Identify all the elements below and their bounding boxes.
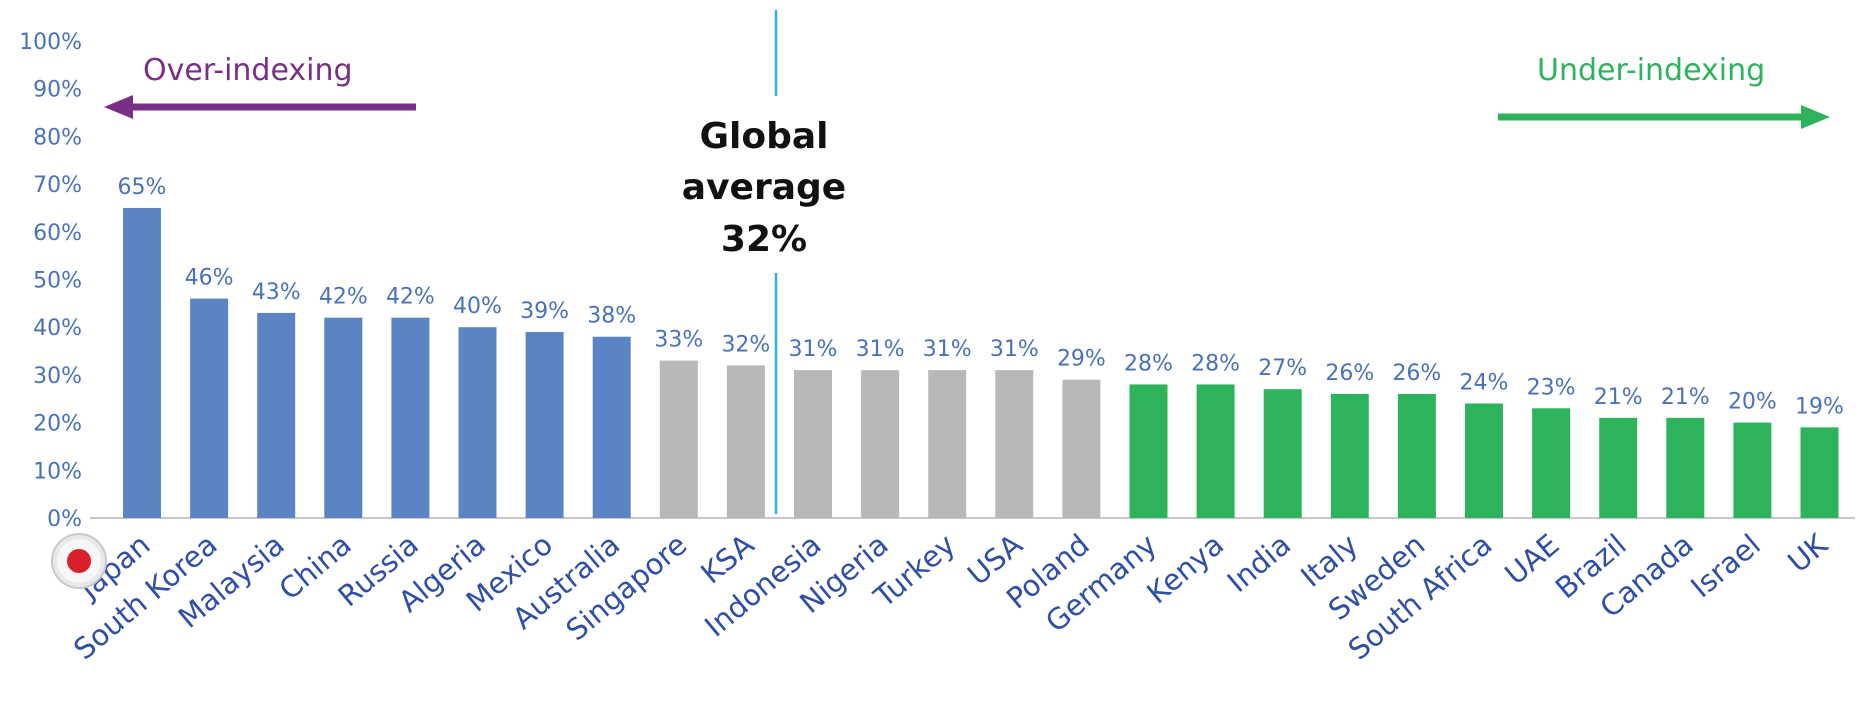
value-label: 31% — [990, 337, 1039, 362]
y-tick-label: 70% — [33, 173, 82, 198]
category-label: UK — [1781, 527, 1834, 580]
bar-singapore — [659, 360, 698, 518]
bar-indonesia — [794, 370, 832, 518]
under-indexing-label: Under-indexing — [1537, 53, 1765, 88]
bar-nigeria — [861, 370, 900, 518]
category-label: Kenya — [1140, 527, 1230, 610]
value-label: 33% — [654, 328, 703, 353]
value-label: 21% — [1594, 385, 1643, 410]
average-label-line-2: average — [682, 167, 846, 208]
category-label: Israel — [1684, 527, 1767, 604]
value-label: 29% — [1057, 347, 1106, 372]
y-tick-label: 30% — [33, 364, 82, 389]
value-labels: 65% 46% 43% 42% 42% 40% 39% 38% 33% 32% 31% 31% 31% 3… — [118, 175, 1844, 419]
bar-uk — [1800, 427, 1839, 518]
y-tick-label: 20% — [33, 412, 82, 437]
value-label: 19% — [1795, 394, 1844, 419]
over-indexing-label: Over-indexing — [143, 53, 353, 88]
value-label: 21% — [1661, 385, 1710, 410]
y-tick-label: 60% — [33, 221, 82, 246]
bar-malaysia — [257, 312, 296, 518]
average-label-line-3: 32% — [721, 219, 807, 260]
bar-kenya — [1196, 384, 1235, 518]
y-tick-label: 90% — [33, 78, 82, 103]
japan-flag-icon — [51, 533, 107, 589]
bar-china — [324, 317, 363, 518]
value-label: 27% — [1258, 356, 1307, 381]
value-label: 32% — [721, 332, 770, 357]
category-label: India — [1221, 527, 1297, 599]
bar-uae — [1532, 408, 1571, 518]
average-label-line-1: Global — [699, 116, 828, 157]
value-label: 20% — [1728, 390, 1777, 415]
bar-south-korea — [190, 298, 229, 518]
value-label: 42% — [386, 285, 435, 310]
left-arrow-icon — [104, 95, 416, 119]
value-label: 31% — [923, 337, 972, 362]
bar-turkey — [928, 370, 967, 518]
y-tick-label: 40% — [33, 316, 82, 341]
bar-poland — [1062, 379, 1101, 518]
bar-canada — [1666, 417, 1705, 518]
value-label: 46% — [185, 266, 234, 291]
value-label: 23% — [1527, 375, 1576, 400]
y-tick-label: 10% — [33, 459, 82, 484]
value-label: 28% — [1191, 351, 1240, 376]
y-tick-label: 100% — [19, 30, 82, 55]
bar-russia — [391, 317, 430, 518]
bar-japan — [123, 207, 161, 518]
value-label: 38% — [587, 304, 636, 329]
value-label: 26% — [1392, 361, 1441, 386]
bar-australia — [592, 336, 631, 518]
value-label: 24% — [1460, 371, 1509, 396]
y-tick-label: 0% — [47, 507, 82, 532]
value-label: 28% — [1124, 351, 1173, 376]
bar-algeria — [458, 327, 497, 518]
bars — [123, 207, 1839, 518]
right-arrow-icon — [1498, 105, 1830, 129]
bar-mexico — [525, 331, 564, 518]
value-label: 31% — [789, 337, 838, 362]
value-label: 26% — [1325, 361, 1374, 386]
y-axis: 0% 10% 20% 30% 40% 50% 60% 70% 80% 90% 100% — [19, 30, 82, 532]
bar-sweden — [1397, 393, 1436, 518]
bar-south-africa — [1465, 403, 1503, 518]
bar-ksa — [726, 365, 765, 518]
value-label: 39% — [520, 299, 569, 324]
value-label: 31% — [856, 337, 905, 362]
bar-germany — [1129, 384, 1168, 518]
y-tick-label: 80% — [33, 125, 82, 150]
bar-brazil — [1599, 417, 1638, 518]
value-label: 40% — [453, 294, 502, 319]
value-label: 65% — [118, 175, 167, 200]
bar-italy — [1330, 393, 1369, 518]
y-tick-label: 50% — [33, 269, 82, 294]
bar-usa — [995, 370, 1034, 518]
value-label: 42% — [319, 285, 368, 310]
value-label: 43% — [252, 280, 301, 305]
bar-india — [1263, 389, 1302, 518]
bar-israel — [1733, 422, 1772, 518]
